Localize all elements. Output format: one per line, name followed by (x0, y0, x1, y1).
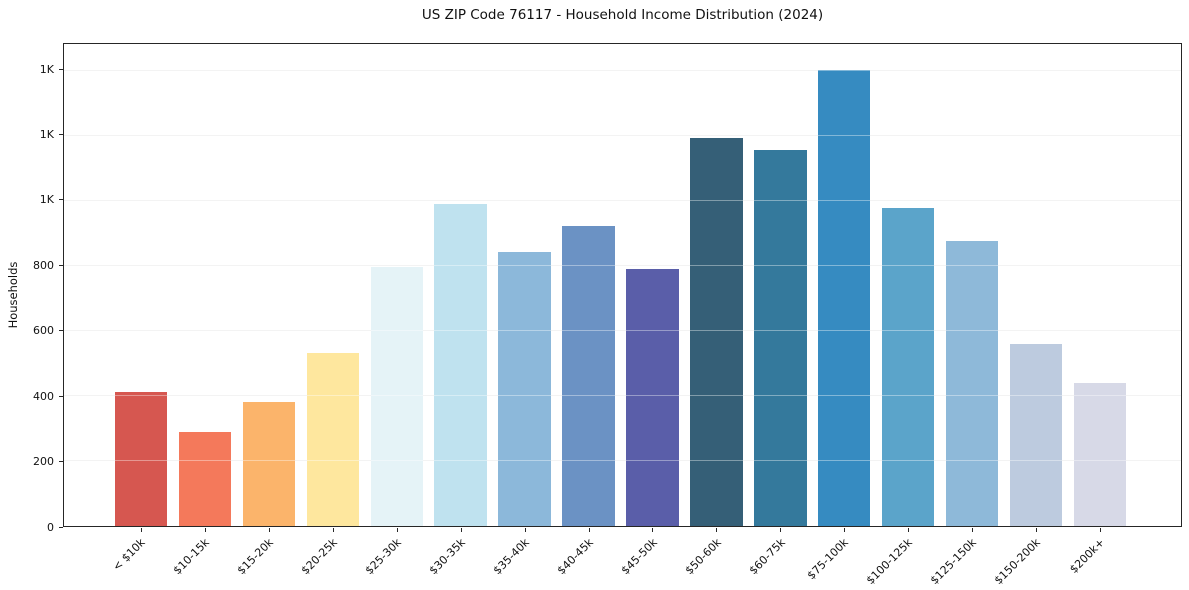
y-tick-mark (59, 330, 63, 332)
x-tick-mark (332, 528, 334, 532)
bar (562, 226, 615, 526)
gridline-overlay (64, 199, 1181, 201)
bar (434, 203, 487, 526)
x-tick-mark (1036, 528, 1038, 532)
gridline-overlay (64, 460, 1181, 462)
y-tick-label: 200 (33, 455, 54, 469)
x-tick-mark (972, 528, 974, 532)
x-tick-mark (524, 528, 526, 532)
gridline-overlay (64, 69, 1181, 71)
gridline (64, 264, 1181, 266)
y-tick-mark (59, 134, 63, 136)
y-tick-label: 0 (47, 520, 54, 534)
y-tick-mark (59, 199, 63, 201)
x-tick-mark (460, 528, 462, 532)
bar (114, 392, 168, 526)
x-tick-mark (844, 528, 846, 532)
bar (178, 431, 232, 526)
bar (1009, 343, 1063, 526)
bar (945, 241, 999, 526)
bar (1073, 382, 1127, 526)
gridline (64, 330, 1181, 332)
gridline-overlay (64, 330, 1181, 332)
y-tick-label: 400 (33, 389, 54, 403)
y-tick-mark (59, 68, 63, 70)
bar (370, 267, 423, 526)
bar (882, 208, 935, 526)
plot-area (63, 43, 1182, 527)
bar (626, 268, 679, 526)
y-tick-label: 1K (39, 128, 54, 142)
x-tick-mark (780, 528, 782, 532)
x-tick-mark (268, 528, 270, 532)
y-tick-label: 800 (33, 258, 54, 272)
gridline (64, 134, 1181, 136)
x-tick-mark (396, 528, 398, 532)
x-axis: < $10k $10-15k $15-20k $20-25k $25-30k $30-35… (63, 527, 1182, 590)
gridline-overlay (64, 395, 1181, 397)
bar (498, 252, 551, 526)
gridline-overlay (64, 134, 1181, 136)
x-tick-mark (588, 528, 590, 532)
gridline (64, 395, 1181, 397)
y-tick-mark (59, 461, 63, 463)
x-tick-mark (908, 528, 910, 532)
x-tick-mark (204, 528, 206, 532)
bar (754, 149, 807, 526)
bar (242, 402, 296, 526)
y-tick-mark (59, 395, 63, 397)
y-tick-mark (59, 526, 63, 528)
y-tick-label: 600 (33, 324, 54, 338)
gridline (64, 69, 1181, 71)
gridline (64, 460, 1181, 462)
x-tick-mark (652, 528, 654, 532)
y-tick-label: 1K (39, 62, 54, 76)
gridline-overlay (64, 264, 1181, 266)
x-tick-mark (140, 528, 142, 532)
bar (690, 138, 743, 526)
bar (818, 70, 871, 526)
chart-title: US ZIP Code 76117 - Household Income Dis… (421, 7, 824, 23)
gridline (64, 199, 1181, 201)
bar (306, 353, 359, 526)
y-axis: 0 200 400 600 800 1K 1K 1K (0, 43, 63, 534)
y-tick-mark (59, 264, 63, 266)
x-tick-mark (716, 528, 718, 532)
x-tick-mark (1100, 528, 1102, 532)
y-tick-label: 1K (39, 193, 54, 207)
